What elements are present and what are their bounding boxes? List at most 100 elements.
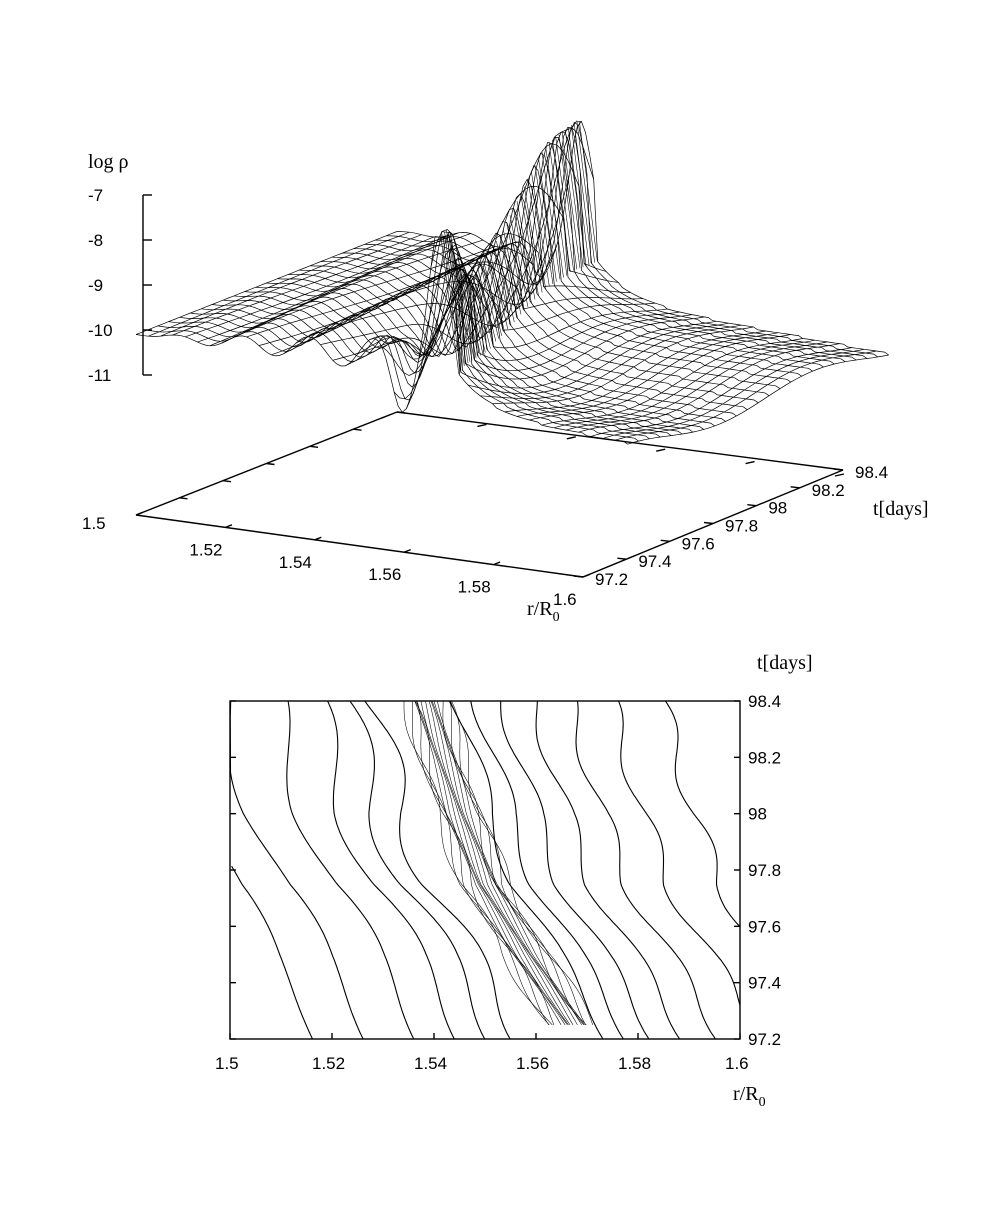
contour-shock-line: [412, 700, 550, 1026]
contour-line: [349, 700, 486, 1040]
shock-wall-line: [474, 271, 494, 347]
r-tick-label: 1.56: [368, 565, 401, 584]
surface-timeline: [467, 322, 729, 395]
shock-wall-line: [499, 234, 518, 319]
contour-line: [575, 700, 716, 1040]
surface-timeline: [357, 186, 619, 356]
back-t-tick-mark: [309, 445, 319, 449]
t-tick-label: 98: [768, 499, 787, 518]
contour-r-axis-label-main: r/R: [733, 1083, 759, 1105]
surface-timeline: [197, 232, 459, 343]
back-t-tick-mark: [396, 411, 406, 414]
t-tick-label: 98.2: [812, 481, 845, 500]
contour-shock-line: [437, 700, 585, 1026]
contour-shock-line: [414, 700, 562, 1026]
t-tick-label: 97.2: [595, 570, 628, 589]
back-t-tick-mark: [179, 497, 188, 500]
surface-timeline: [209, 233, 471, 347]
back-r-tick-mark: [566, 436, 576, 440]
contour-line: [535, 700, 681, 1040]
z-tick-label: -10: [88, 321, 113, 340]
shock-wall-line: [558, 134, 578, 270]
shock-wall-line: [516, 201, 536, 300]
contour-y-tick-label: 97.2: [748, 1030, 781, 1049]
shock-wall-line: [483, 261, 502, 336]
shock-wall-line: [496, 240, 515, 323]
r-tick-label: 1.5: [82, 514, 106, 533]
contour-line: [449, 700, 604, 1040]
back-r-tick-mark: [656, 448, 666, 452]
t-tick-mark: [617, 557, 627, 560]
surface-timeline: [566, 341, 828, 431]
shock-wall-line: [472, 273, 491, 349]
surface-timeline: [344, 143, 607, 367]
contour-shock-line: [430, 700, 574, 1026]
t-tick-mark: [747, 503, 757, 507]
surface-timeline: [430, 229, 693, 372]
contour-line: [364, 700, 511, 1040]
contour-x-tick-label: 1.58: [618, 1054, 651, 1073]
surface-timeline: [627, 354, 889, 445]
shock-wall-line: [506, 222, 525, 311]
shock-wall-line: [576, 120, 595, 263]
t-tick-mark: [660, 539, 670, 543]
surface-timeline: [603, 348, 865, 439]
surface-timeline: [185, 235, 447, 338]
contour-line: [229, 700, 364, 1040]
shock-wall-line: [477, 268, 497, 342]
shock-wall-line: [457, 264, 477, 359]
contour-y-tick-label: 97.6: [748, 917, 781, 936]
shock-wall-line: [489, 252, 509, 330]
r-tick-label: 1.6: [553, 590, 577, 609]
contour-x-tick-label: 1.5: [215, 1054, 239, 1073]
contour-shock-line: [425, 700, 569, 1026]
t-tick-mark: [833, 468, 844, 471]
back-r-tick-mark: [477, 423, 487, 428]
r-tick-mark: [135, 511, 143, 516]
z-axis-label: log ρ: [88, 151, 129, 173]
surface-timeline: [295, 245, 558, 344]
surface-timeline: [541, 338, 803, 426]
contour-line: [665, 700, 741, 927]
contour-x-tick-label: 1.54: [414, 1054, 447, 1073]
surface-timeline: [529, 334, 791, 421]
r-tick-label: 1.58: [458, 578, 491, 597]
contour-x-tick-label: 1.56: [516, 1054, 549, 1073]
t-tick-label: 98.4: [855, 463, 888, 482]
shock-wall-line: [486, 257, 505, 333]
surface-timeline: [443, 235, 705, 380]
shock-wall-line: [469, 274, 489, 351]
contour-y-tick-label: 97.8: [748, 861, 781, 880]
contour-line: [500, 701, 650, 1040]
shock-wall-line: [440, 237, 460, 375]
t-tick-label: 97.6: [682, 534, 715, 553]
surface-profile-line: [375, 126, 868, 359]
contour-shock-line: [431, 700, 578, 1026]
shock-wall-line: [492, 246, 512, 326]
r-tick-mark: [403, 548, 411, 553]
shock-wall-line: [455, 259, 475, 360]
shock-wall-line: [467, 274, 486, 353]
contour-y-tick-label: 98.2: [748, 748, 781, 767]
shock-wall-line: [462, 271, 481, 356]
z-ticks: -7 -8 -9 -10 -11: [88, 186, 152, 385]
r-axis-label-sub: 0: [553, 610, 560, 625]
back-r-tick-mark: [834, 473, 845, 477]
t-tick-mark: [703, 521, 714, 525]
shock-wall-line: [545, 146, 564, 278]
surface-timeline: [492, 326, 754, 405]
r-tick-label: 1.54: [279, 553, 312, 572]
contour-shock-line: [416, 700, 550, 1026]
shock-wall-line: [451, 246, 471, 362]
contour-y-tick-label: 97.4: [748, 974, 781, 993]
t-tick-mark: [573, 575, 584, 578]
contour-r-axis-label-sub: 0: [759, 1095, 766, 1110]
r-ticks-3d: 1.5 1.52 1.54 1.56 1.58 1.6: [82, 423, 845, 609]
r-tick-mark: [582, 573, 590, 578]
shock-wall-line: [449, 239, 469, 364]
contour-t-axis-label: t[days]: [757, 652, 813, 674]
surface-timeline: [221, 239, 484, 344]
shock-wall-line: [524, 186, 543, 293]
surface-timeline: [504, 330, 766, 413]
